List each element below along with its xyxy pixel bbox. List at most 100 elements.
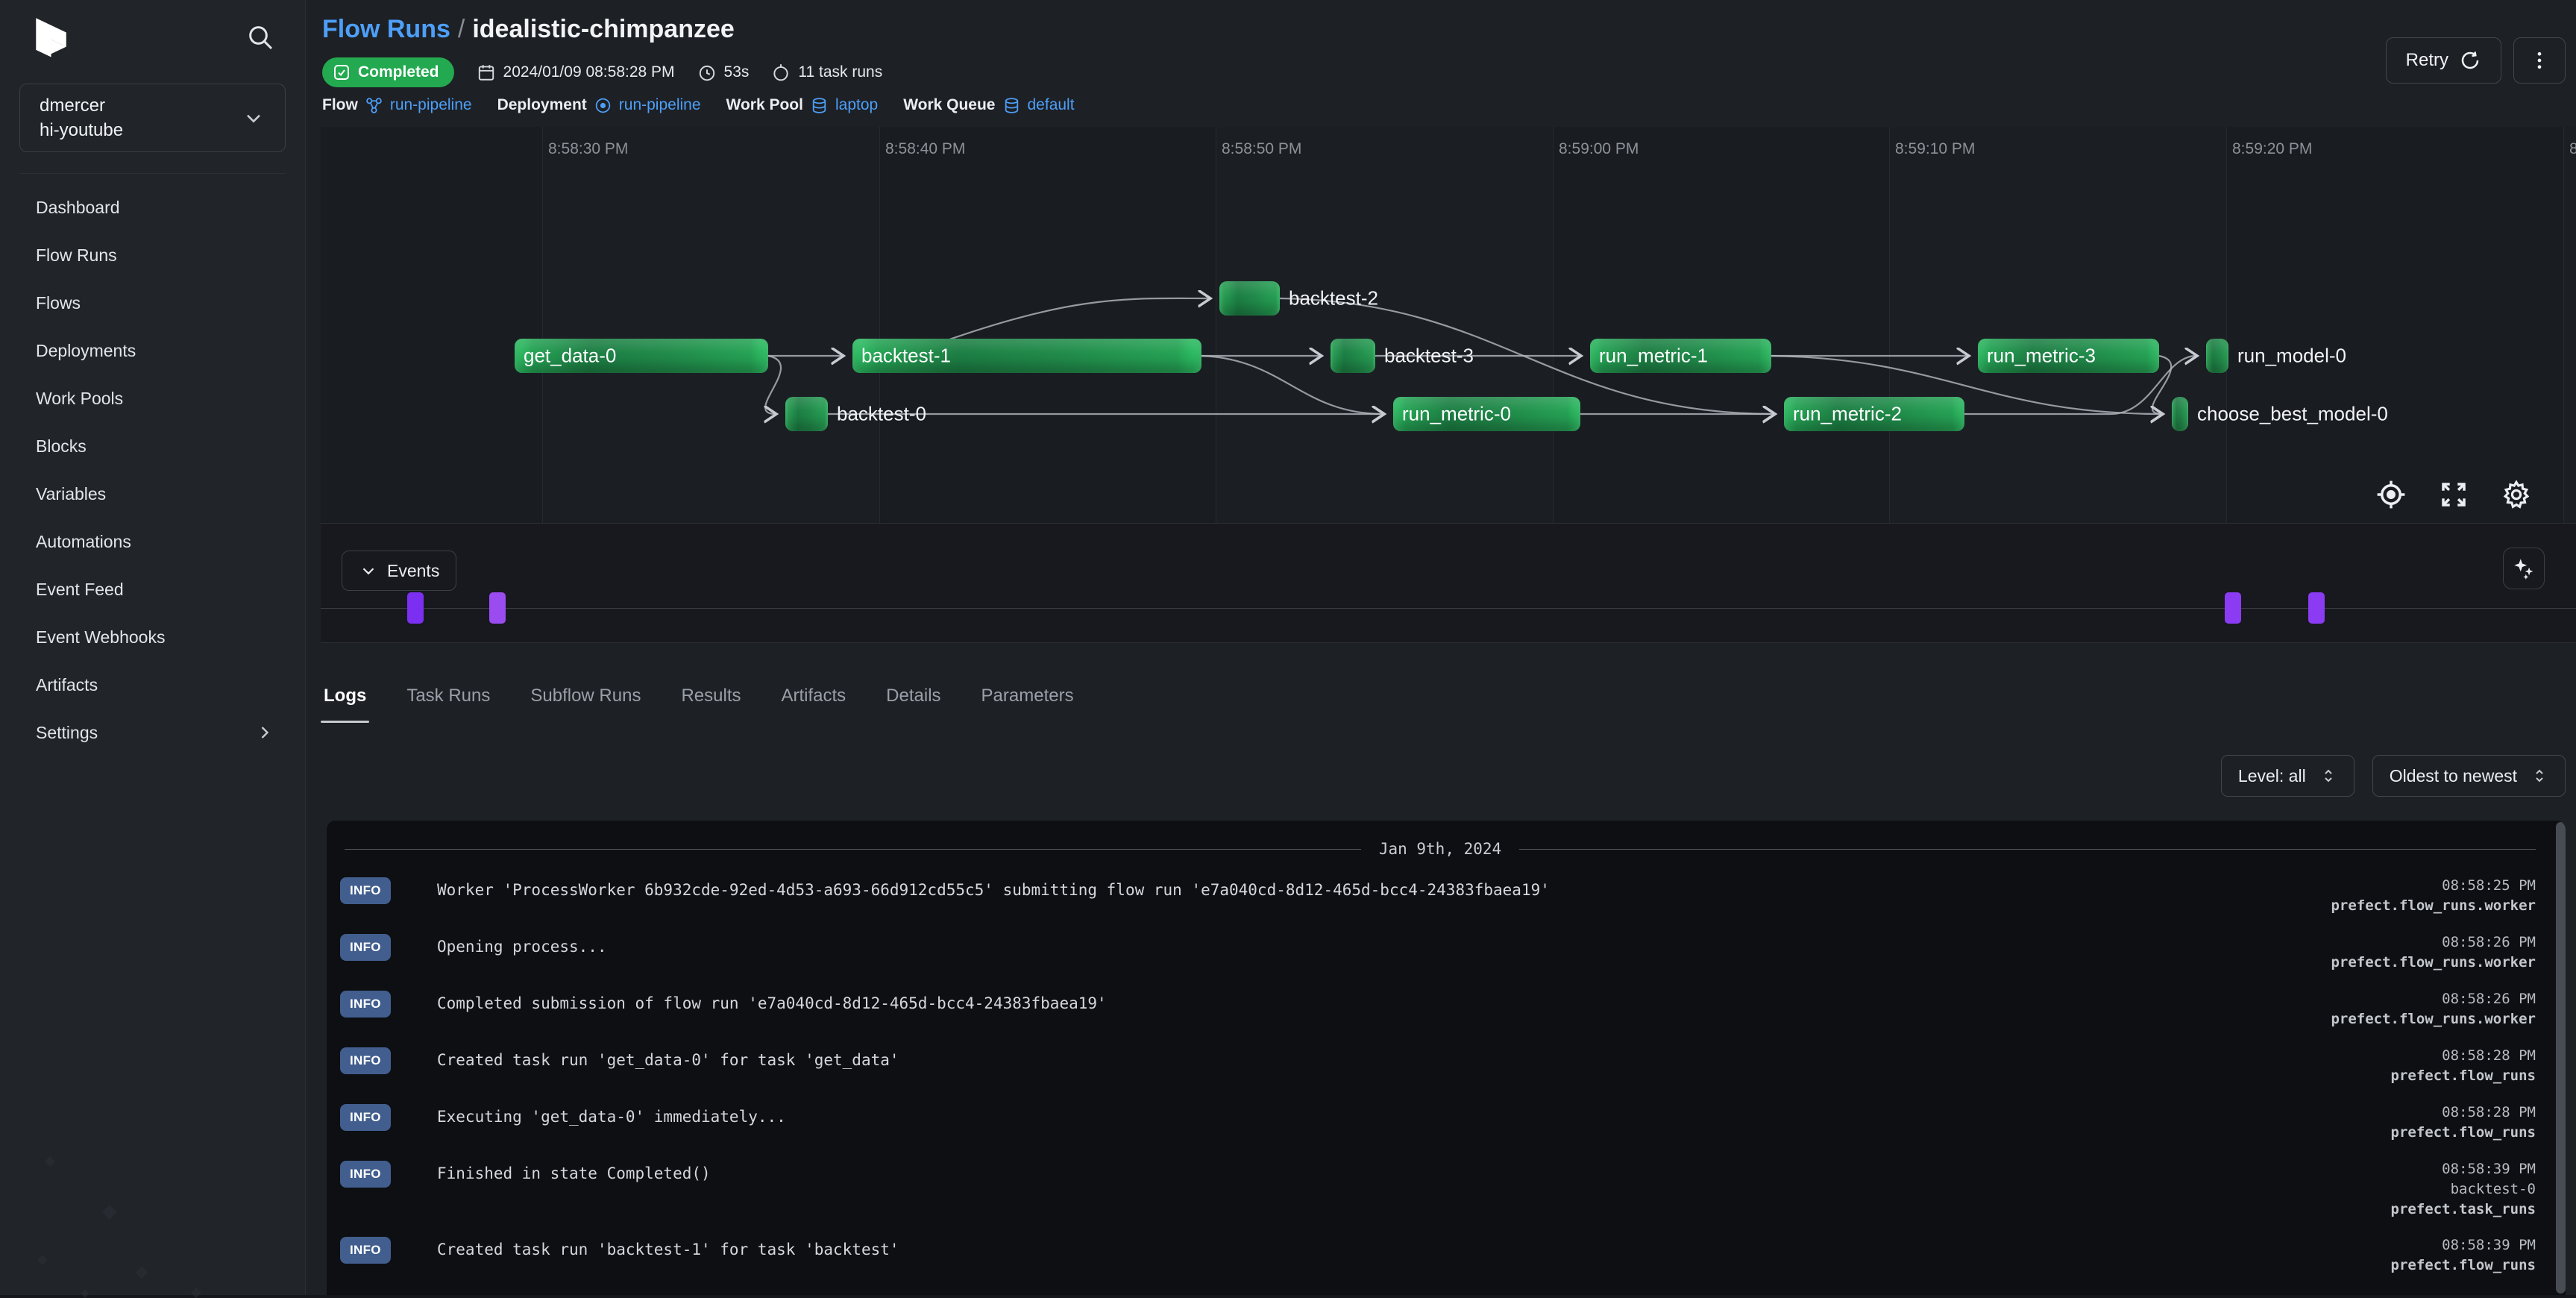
sidebar-item-flows[interactable]: Flows	[0, 279, 305, 327]
log-message: Created task run 'get_data-0' for task '…	[437, 1051, 899, 1069]
event-marker[interactable]	[489, 592, 506, 624]
sidebar-item-event-feed[interactable]: Event Feed	[0, 565, 305, 613]
task-node-run-metric-0[interactable]: run_metric-0	[1393, 397, 1580, 431]
task-node-choose-best-model-0[interactable]	[2172, 397, 2188, 431]
task-node-run-metric-3[interactable]: run_metric-3	[1978, 339, 2159, 373]
tab-details[interactable]: Details	[883, 678, 943, 714]
events-panel: Events	[321, 524, 2576, 643]
tab-task-runs[interactable]: Task Runs	[403, 678, 493, 714]
log-source: prefect.flow_runs	[2391, 1255, 2536, 1276]
sidebar-item-settings[interactable]: Settings	[0, 709, 305, 756]
deployment-icon	[594, 96, 612, 115]
search-button[interactable]	[244, 21, 277, 54]
task-node-get-data-0[interactable]: get_data-0	[515, 339, 768, 373]
log-filters: Level: all Oldest to newest	[2221, 755, 2566, 797]
task-node-label: run_metric-3	[1987, 345, 2096, 368]
sidebar-item-work-pools[interactable]: Work Pools	[0, 374, 305, 422]
task-node-backtest-0[interactable]	[785, 397, 828, 431]
task-node-run-model-0[interactable]	[2206, 339, 2228, 373]
meta-value-link[interactable]: laptop	[835, 96, 878, 114]
log-row: INFO Finished in state Completed() 08:58:3…	[327, 1159, 2536, 1213]
task-node-backtest-2[interactable]	[1219, 281, 1280, 316]
sidebar-item-label: Deployments	[36, 341, 136, 361]
sidebar-item-label: Flow Runs	[36, 245, 117, 266]
log-sort-select[interactable]: Oldest to newest	[2372, 755, 2566, 797]
task-node-run-metric-1[interactable]: run_metric-1	[1590, 339, 1771, 373]
meta-value-link[interactable]: run-pipeline	[390, 96, 472, 114]
log-message: Finished in state Completed()	[437, 1164, 711, 1182]
deco-diamond	[37, 1255, 48, 1265]
log-task-name: backtest-0	[2391, 1179, 2536, 1200]
log-time: 08:58:39 PM	[2391, 1159, 2536, 1179]
log-level-select[interactable]: Level: all	[2221, 755, 2354, 797]
task-node-label: backtest-3	[1384, 345, 1474, 368]
log-sort-value: Oldest to newest	[2390, 766, 2517, 786]
retry-button[interactable]: Retry	[2386, 37, 2501, 84]
target-icon	[2375, 479, 2407, 510]
kebab-icon	[2528, 49, 2551, 72]
deco-diamond	[191, 1288, 201, 1298]
events-toggle-button[interactable]: Events	[342, 551, 456, 591]
more-options-button[interactable]	[2513, 37, 2566, 84]
deco-diamond	[136, 1267, 148, 1279]
sidebar-item-blocks[interactable]: Blocks	[0, 422, 305, 470]
events-label: Events	[387, 561, 439, 581]
recenter-button[interactable]	[2375, 478, 2407, 511]
tab-artifacts[interactable]: Artifacts	[778, 678, 849, 714]
sidebar-nav: Dashboard Flow Runs Flows Deployments Work P…	[0, 184, 305, 756]
task-node-backtest-1[interactable]: backtest-1	[852, 339, 1201, 373]
tab-results[interactable]: Results	[678, 678, 744, 714]
sidebar-item-artifacts[interactable]: Artifacts	[0, 661, 305, 709]
event-marker[interactable]	[407, 592, 424, 624]
run-info-row: Completed 2024/01/09 08:58:28 PM 53s 11 …	[322, 57, 882, 88]
timeline-settings-button[interactable]	[2500, 478, 2533, 511]
prefect-logo[interactable]	[33, 15, 81, 63]
log-time: 08:58:28 PM	[2391, 1046, 2536, 1066]
fullscreen-button[interactable]	[2437, 478, 2470, 511]
workspace-selector[interactable]: dmercer hi-youtube	[19, 84, 286, 152]
log-source: prefect.flow_runs.worker	[2331, 1009, 2536, 1029]
event-marker[interactable]	[2225, 592, 2241, 624]
log-time: 08:58:28 PM	[2391, 1103, 2536, 1123]
workspace-account: dmercer	[40, 93, 123, 118]
meta-value-link[interactable]: default	[1028, 96, 1075, 114]
event-marker[interactable]	[2308, 592, 2325, 624]
work-queue-icon	[1002, 96, 1021, 115]
sidebar-item-automations[interactable]: Automations	[0, 518, 305, 565]
log-level-badge: INFO	[340, 1161, 391, 1188]
logs-scrollbar[interactable]	[2556, 822, 2566, 1294]
work-pool-icon	[810, 96, 829, 115]
log-level-badge: INFO	[340, 1047, 391, 1074]
meta-value-link[interactable]: run-pipeline	[619, 96, 701, 114]
task-node-label: backtest-1	[861, 345, 951, 368]
calendar-icon	[477, 63, 496, 82]
tab-subflow-runs[interactable]: Subflow Runs	[527, 678, 644, 714]
task-node-run-metric-2[interactable]: run_metric-2	[1784, 397, 1964, 431]
sidebar-item-event-webhooks[interactable]: Event Webhooks	[0, 613, 305, 661]
deco-diamond	[102, 1205, 117, 1220]
sidebar-item-label: Flows	[36, 293, 81, 313]
sidebar-item-dashboard[interactable]: Dashboard	[0, 184, 305, 231]
timeline-toolbar	[2375, 478, 2533, 511]
sidebar-item-variables[interactable]: Variables	[0, 470, 305, 518]
log-source: prefect.flow_runs	[2391, 1123, 2536, 1143]
task-node-label: get_data-0	[524, 345, 616, 368]
task-node-backtest-3[interactable]	[1331, 339, 1375, 373]
tab-logs[interactable]: Logs	[321, 678, 369, 714]
tab-parameters[interactable]: Parameters	[978, 678, 1077, 714]
retry-label: Retry	[2406, 50, 2448, 71]
sparkles-icon	[2511, 556, 2536, 581]
breadcrumb-flow-runs[interactable]: Flow Runs	[322, 15, 450, 43]
events-ai-button[interactable]	[2503, 548, 2545, 589]
task-node-label: run_metric-0	[1402, 403, 1511, 426]
sidebar-item-deployments[interactable]: Deployments	[0, 327, 305, 374]
sidebar-item-flow-runs[interactable]: Flow Runs	[0, 231, 305, 279]
